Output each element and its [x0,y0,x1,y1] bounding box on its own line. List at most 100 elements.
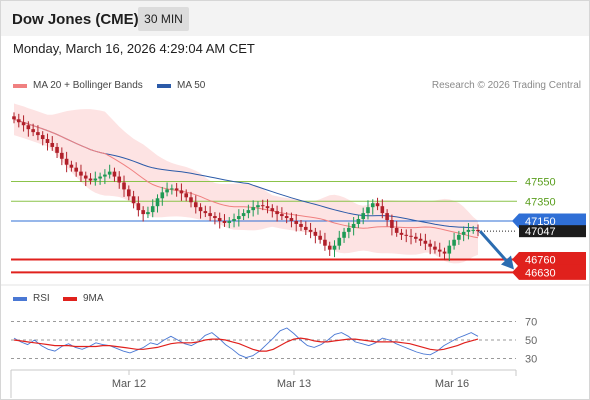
candle-body [165,189,169,193]
candle-body [447,245,452,254]
candle-body [366,207,370,214]
candle-body [55,146,59,153]
rsi-line [13,327,479,359]
candle-body [227,221,232,223]
x-tick-label: Mar 16 [435,378,469,390]
candle-body [323,239,327,246]
chart-header: Dow Jones (CME) 30 MIN [1,1,589,36]
candle-body [155,198,160,207]
candle-body [385,213,389,221]
candle-body [313,231,318,236]
legend-rsi: RSI [13,293,50,304]
candle-body [289,218,294,221]
x-tick-label: Mar 12 [112,378,146,390]
ma20-line [13,118,479,239]
candle-body [107,171,112,175]
candle-body [193,202,198,208]
level-tag-46760 [512,252,586,268]
candle-body [414,236,418,239]
candle-body [203,211,208,214]
candle-body [260,205,265,207]
candle-body [232,219,236,221]
legend-rsi-label: RSI [33,293,50,304]
candle-body [452,239,456,246]
candle-body [179,190,184,194]
candle-body [122,182,126,190]
candle-body [36,132,40,136]
candle-body [237,216,241,220]
last-price-label: 47047 [525,226,556,238]
candle-body [442,251,447,254]
candle-body [69,164,74,168]
candle-body [303,226,308,230]
candle-body [251,207,255,211]
rsi-tick-30: 30 [525,354,537,366]
candle-body [294,221,299,224]
interval-button[interactable]: 30 MIN [138,7,189,31]
candle-body [198,207,203,212]
candle-body [428,243,432,247]
rsi-tick-50: 50 [525,335,537,347]
candle-body [146,212,150,215]
candle-body [40,135,45,140]
level-label-47150: 47150 [525,216,556,228]
candle-body [270,208,275,212]
candle-body [45,139,50,143]
candle-body [461,231,466,235]
candle-body [437,249,442,252]
candle-body [308,229,313,232]
ma50-swatch [157,83,171,88]
candle-body [370,203,375,208]
candle-body [265,206,270,209]
candle-body [117,176,122,183]
candle-body [280,214,284,217]
candle-body [356,219,361,224]
candle-body [98,176,102,179]
candle-body [213,216,217,219]
legend-ma50-label: MA 50 [177,80,206,91]
candle-body [256,205,260,208]
research-credit: Research © 2026 Trading Central [431,80,581,91]
candle-body [208,213,212,217]
candle-body [332,245,337,250]
candle-body [476,229,480,232]
candle-body [160,192,165,199]
candle-body [50,142,55,147]
candle-body [222,221,227,223]
candle-body [103,174,107,177]
candle-body [74,167,78,172]
level-tag-47150 [512,213,586,229]
candle-body [31,129,35,133]
candle-body [131,196,136,204]
candle-body [361,213,365,220]
candle-body [246,210,251,214]
candle-body [21,122,26,126]
candle-body [433,246,437,250]
candle-body [399,232,404,235]
candle-body [141,210,145,215]
level-label-47350: 47350 [525,196,556,208]
candle-body [347,227,351,232]
candle-body [93,178,98,181]
candle-body [457,234,461,240]
candle-body [83,175,88,179]
candle-body [394,227,399,233]
candle-body [170,188,174,190]
timestamp: Monday, March 16, 2026 4:29:04 AM CET [13,41,255,56]
candle-body [351,223,356,228]
candle-body [26,125,31,130]
candle-body [60,152,64,159]
candle-body [342,231,346,238]
candle-body [189,197,193,203]
candle-body [12,116,16,120]
projection-arrow-shaft [478,230,509,263]
candle-body [327,245,332,250]
instrument-title: Dow Jones (CME) [12,11,139,28]
last-price-tag [519,225,586,238]
candle-body [318,235,322,240]
rsi-tick-70: 70 [525,317,537,329]
bollinger-band [14,103,478,264]
level-label-47550: 47550 [525,177,556,189]
legend-bollinger: MA 20 + Bollinger Bands [13,80,143,91]
